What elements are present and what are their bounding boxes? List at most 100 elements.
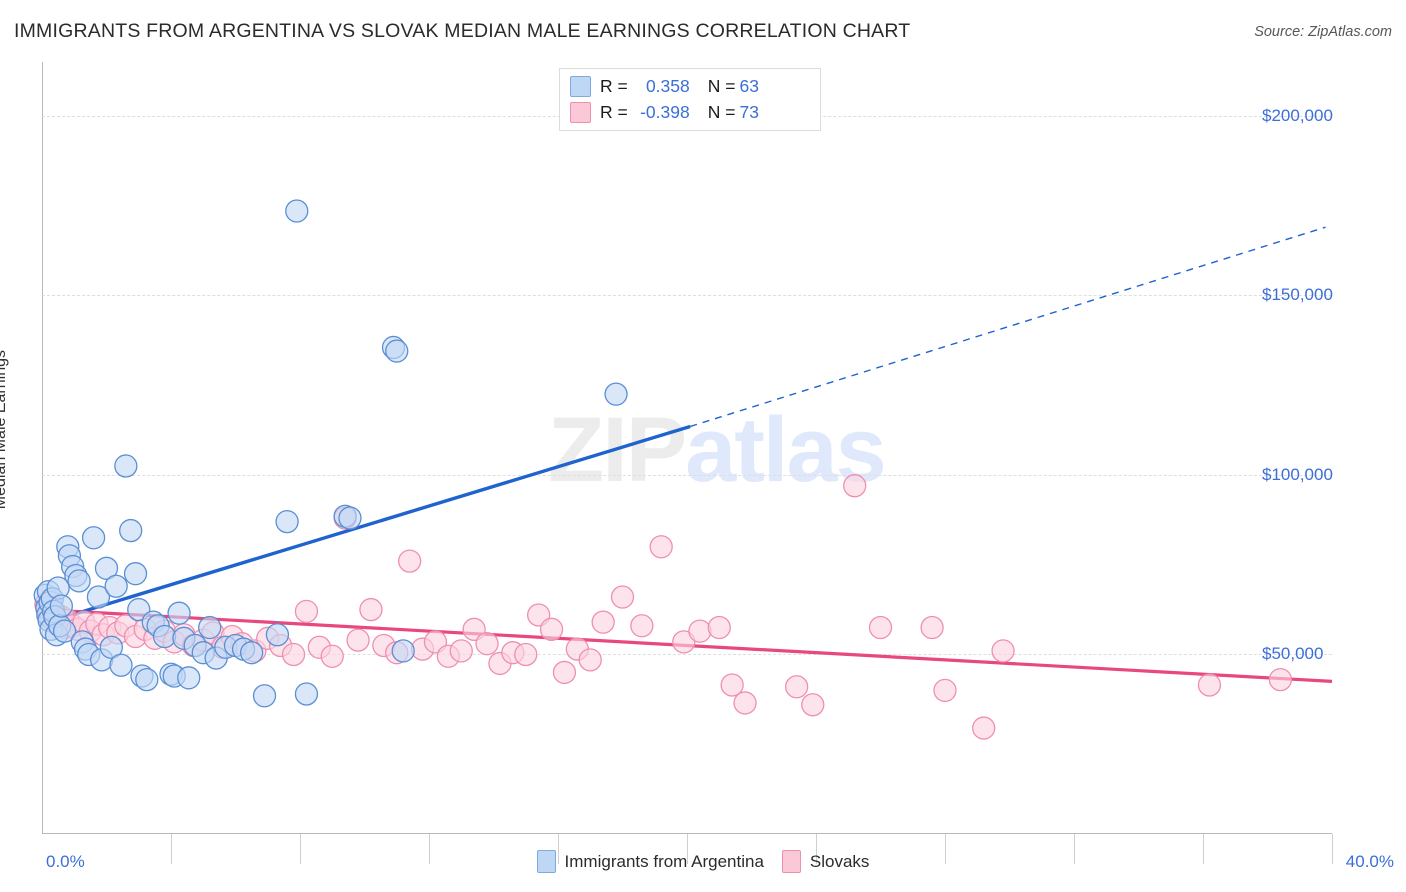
- x-axis-tick: [171, 834, 172, 864]
- data-point-slovaks[interactable]: [281, 642, 306, 667]
- y-axis-line: [42, 62, 43, 834]
- data-point-slovaks[interactable]: [320, 644, 344, 668]
- legend-swatch-blue-icon: [570, 75, 591, 97]
- data-point-argentina[interactable]: [385, 339, 409, 363]
- trendline-argentina: [41, 424, 691, 626]
- y-axis-tick-label: $50,000: [1262, 644, 1324, 664]
- data-point-slovaks[interactable]: [868, 615, 893, 640]
- legend-label-argentina: Immigrants from Argentina: [564, 851, 764, 871]
- gridline: [42, 474, 1332, 476]
- x-axis-tick: [1203, 834, 1204, 864]
- r-label-blue: R =: [600, 75, 628, 96]
- plot-area: [33, 62, 1333, 864]
- y-axis-tick-label: $200,000: [1262, 105, 1333, 125]
- data-point-slovaks[interactable]: [539, 617, 564, 641]
- data-point-slovaks[interactable]: [294, 599, 319, 624]
- data-point-slovaks[interactable]: [630, 614, 654, 638]
- n-label-blue: N =: [707, 75, 736, 96]
- data-point-slovaks[interactable]: [672, 630, 696, 654]
- data-point-argentina[interactable]: [104, 574, 128, 598]
- y-axis-tick-label: $100,000: [1262, 464, 1333, 484]
- n-value-pink: 73: [739, 101, 759, 122]
- data-point-argentina[interactable]: [275, 509, 299, 534]
- data-point-argentina[interactable]: [252, 684, 277, 708]
- r-label-pink: R =: [600, 101, 628, 122]
- legend-color-pink-icon: [781, 850, 801, 873]
- r-value-blue: 0.358: [645, 75, 690, 96]
- data-point-slovaks[interactable]: [785, 675, 809, 699]
- data-point-argentina[interactable]: [265, 623, 290, 647]
- data-point-argentina[interactable]: [152, 624, 177, 649]
- data-point-slovaks[interactable]: [733, 691, 757, 715]
- data-point-slovaks[interactable]: [578, 648, 602, 672]
- data-point-argentina[interactable]: [114, 454, 138, 478]
- data-point-argentina[interactable]: [119, 518, 143, 543]
- x-axis-tick: [429, 834, 430, 864]
- x-axis-tick: [558, 834, 559, 864]
- data-point-slovaks[interactable]: [346, 628, 370, 652]
- data-point-slovaks[interactable]: [610, 585, 635, 609]
- correlation-row-blue: R = 0.358 N = 63: [570, 73, 759, 99]
- legend-color-blue-icon: [536, 850, 556, 873]
- data-point-slovaks[interactable]: [552, 660, 577, 685]
- data-point-slovaks[interactable]: [449, 639, 473, 663]
- x-axis-label-max: 40.0%: [1345, 852, 1394, 871]
- data-point-argentina[interactable]: [94, 556, 119, 580]
- x-axis-line: [42, 833, 1332, 834]
- data-point-slovaks[interactable]: [801, 693, 825, 717]
- data-point-slovaks[interactable]: [991, 639, 1015, 663]
- data-point-argentina[interactable]: [99, 635, 123, 659]
- data-point-argentina[interactable]: [391, 639, 415, 663]
- data-point-slovaks[interactable]: [475, 632, 499, 656]
- data-point-argentina[interactable]: [67, 569, 91, 593]
- x-axis-label-min: 0.0%: [46, 852, 85, 871]
- data-point-slovaks[interactable]: [649, 535, 673, 559]
- legend-label-slovaks: Slovaks: [809, 851, 870, 871]
- trendline-argentina-projection: [690, 226, 1326, 428]
- data-point-slovaks[interactable]: [972, 716, 996, 740]
- data-point-argentina[interactable]: [338, 506, 362, 530]
- x-axis-tick: [816, 834, 817, 864]
- data-point-slovaks[interactable]: [514, 642, 538, 667]
- data-point-slovaks[interactable]: [707, 615, 731, 640]
- page-title: IMMIGRANTS FROM ARGENTINA VS SLOVAK MEDI…: [14, 20, 911, 42]
- data-point-slovaks[interactable]: [397, 549, 422, 573]
- data-point-slovaks[interactable]: [688, 619, 712, 643]
- data-point-argentina[interactable]: [198, 615, 222, 640]
- data-point-argentina[interactable]: [285, 199, 309, 223]
- data-point-slovaks[interactable]: [920, 615, 944, 640]
- data-point-argentina[interactable]: [239, 641, 264, 665]
- n-value-blue: 63: [739, 75, 759, 96]
- x-axis-tick: [687, 834, 688, 864]
- legend-item-argentina[interactable]: Immigrants from Argentina: [536, 850, 764, 873]
- data-point-argentina[interactable]: [52, 619, 77, 643]
- legend-item-slovaks[interactable]: Slovaks: [781, 850, 870, 873]
- n-label-pink: N =: [707, 101, 736, 122]
- data-point-slovaks[interactable]: [591, 610, 615, 634]
- data-point-argentina[interactable]: [135, 667, 159, 692]
- data-point-slovaks[interactable]: [843, 474, 867, 498]
- data-point-argentina[interactable]: [177, 666, 201, 690]
- data-point-argentina[interactable]: [167, 601, 191, 625]
- data-point-slovaks[interactable]: [720, 673, 744, 697]
- y-axis-title: Median Male Earnings: [0, 350, 9, 510]
- data-point-argentina[interactable]: [86, 585, 111, 609]
- series-legend: Immigrants from Argentina Slovaks: [0, 850, 1406, 873]
- x-axis-tick: [1332, 834, 1333, 864]
- data-point-argentina[interactable]: [294, 682, 319, 706]
- data-point-argentina[interactable]: [81, 526, 106, 550]
- data-point-slovaks[interactable]: [1197, 673, 1222, 697]
- data-point-argentina[interactable]: [109, 653, 133, 677]
- data-point-slovaks[interactable]: [933, 678, 957, 703]
- data-point-slovaks[interactable]: [359, 597, 383, 622]
- x-axis-tick: [300, 834, 301, 864]
- y-axis-tick-label: $150,000: [1262, 285, 1333, 305]
- gridline: [42, 654, 1332, 656]
- correlation-legend-box: R = 0.358 N = 63 R = -0.398 N = 73: [559, 68, 821, 131]
- data-point-slovaks[interactable]: [1268, 667, 1293, 692]
- data-point-argentina[interactable]: [604, 382, 628, 406]
- legend-swatch-pink-icon: [570, 101, 591, 123]
- correlation-row-pink: R = -0.398 N = 73: [570, 99, 759, 125]
- data-point-argentina[interactable]: [49, 594, 74, 618]
- data-point-argentina[interactable]: [123, 562, 148, 586]
